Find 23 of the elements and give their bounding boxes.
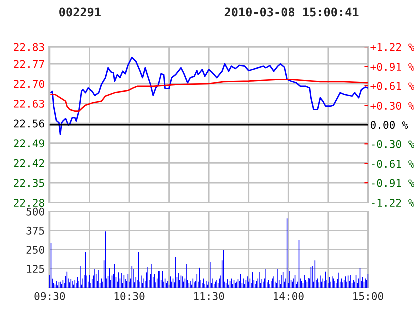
y-tick-label: 375 xyxy=(26,226,44,235)
y-tick-label: 500 xyxy=(26,208,44,216)
y-tick-label: 125 xyxy=(27,265,44,274)
y2-tick-label: 0.00 % xyxy=(370,121,408,130)
y-tick-label: 22.56 xyxy=(14,120,44,128)
chart-title: 002291 xyxy=(60,8,101,17)
y-tick-label: 22.77 xyxy=(14,60,44,68)
y-tick-label: 22.63 xyxy=(14,100,44,108)
y-tick-label: 22.49 xyxy=(14,140,44,148)
x-tick-label: 11:30 xyxy=(194,292,224,300)
y-tick-label: 22.28 xyxy=(14,199,44,208)
line-series xyxy=(50,78,369,112)
y-tick-label: 250 xyxy=(26,246,44,254)
x-tick-label: 09:30 xyxy=(34,292,66,300)
y-tick-label: 22.35 xyxy=(14,179,44,188)
x-tick-label: 15:00 xyxy=(354,292,384,300)
x-tick-label: 10:30 xyxy=(114,292,145,300)
x-tick-label: 14:00 xyxy=(274,292,304,300)
y-tick-label: 22.70 xyxy=(14,80,44,88)
chart-subtitle: 2010-03-08 15:00:41 xyxy=(224,8,359,17)
y-tick-label: 22.42 xyxy=(14,159,44,168)
y-tick-label: 22.83 xyxy=(14,43,44,52)
line-series xyxy=(50,56,369,136)
